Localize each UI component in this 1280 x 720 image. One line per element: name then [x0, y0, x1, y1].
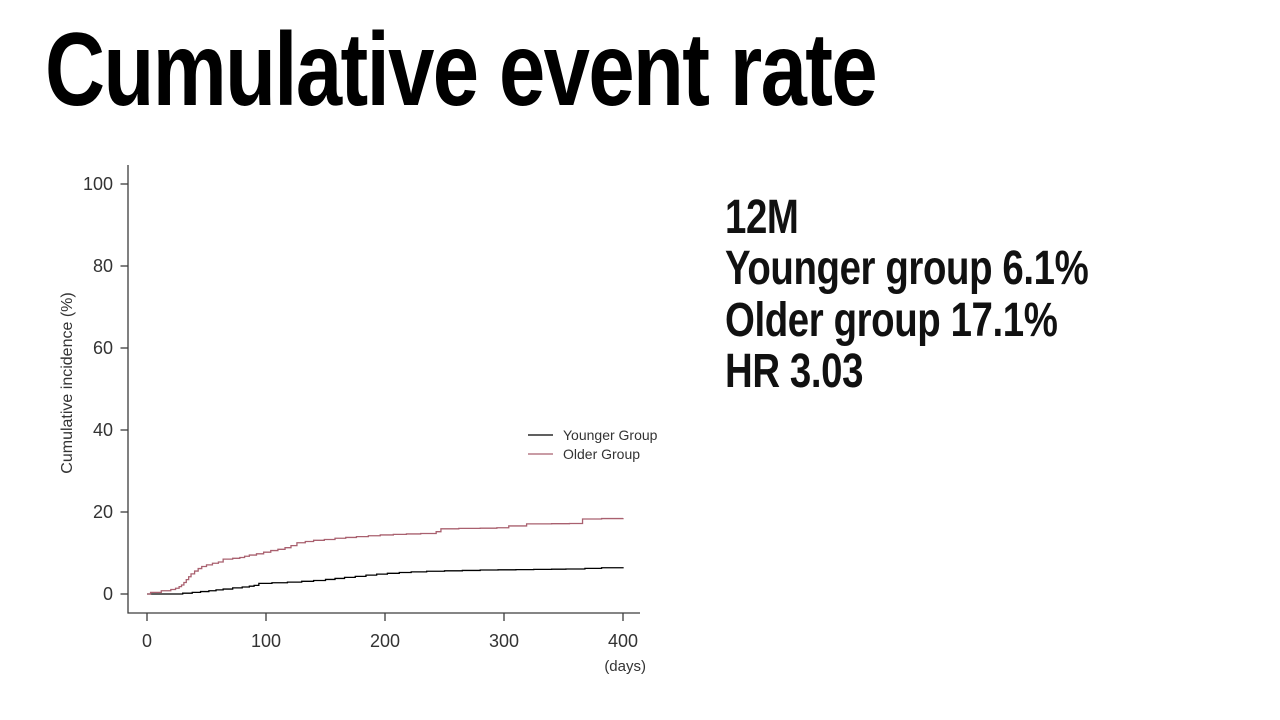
chart-canvas: 0 20 40 60 80 100 0 100 200 300 400 (days) Cumulativ…	[59, 165, 658, 675]
annotation-timepoint: 12M	[725, 191, 799, 244]
y-tick-label: 80	[93, 256, 113, 276]
x-tick-label: 200	[370, 631, 400, 651]
y-axis-label: Cumulative incidence (%)	[60, 292, 76, 473]
series-curve-older-group	[147, 517, 624, 595]
annotation-hazard-ratio: HR 3.03	[725, 345, 864, 399]
annotation-older-rate: Older group 17.1%	[725, 293, 1058, 347]
series-curve-younger-group	[147, 567, 624, 595]
x-tick-label: 300	[489, 631, 519, 651]
legend-label-0: Younger Group	[563, 427, 658, 443]
legend-label-1: Older Group	[563, 446, 640, 462]
result-annotation: 12M Younger group 6.1% Older group 17.1%…	[725, 191, 1089, 399]
y-tick-label: 60	[93, 338, 113, 358]
y-tick-label: 0	[103, 584, 113, 604]
axis-lines	[127, 165, 640, 614]
y-tick-label: 100	[83, 174, 113, 194]
annotation-younger-rate: Younger group 6.1%	[725, 242, 1089, 296]
y-tick-label: 40	[93, 420, 113, 440]
x-tick-label: 400	[608, 631, 638, 651]
x-tick-label: 0	[142, 631, 152, 651]
x-tick-label: 100	[251, 631, 281, 651]
cumulative-incidence-chart: 0 20 40 60 80 100 0 100 200 300 400 (days) Cumulativ…	[59, 150, 680, 690]
y-tick-label: 20	[93, 502, 113, 522]
x-axis-label: (days)	[604, 658, 646, 675]
page-title: Cumulative event rate	[45, 12, 878, 128]
